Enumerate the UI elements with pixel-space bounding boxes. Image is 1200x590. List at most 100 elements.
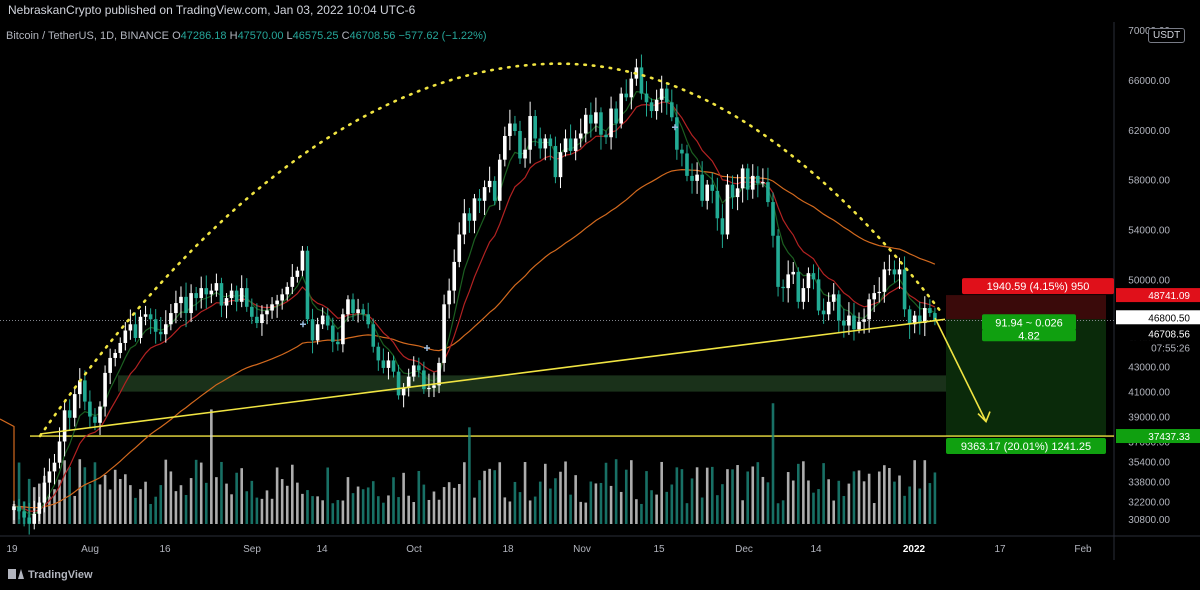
candle-body: [599, 112, 603, 135]
volume-bar: [377, 496, 380, 524]
x-tick-label: 2022: [903, 544, 926, 555]
projection-arrow-line: [934, 317, 987, 422]
candle-body: [260, 314, 264, 324]
candle-body: [644, 93, 649, 103]
stop-price-tag-box: [1116, 288, 1200, 303]
candle-body: [761, 182, 765, 184]
volume-bar: [690, 478, 694, 524]
volume-bar: [488, 468, 491, 524]
candle-body: [518, 131, 522, 159]
volume-bar: [908, 486, 911, 524]
candle-body: [462, 213, 467, 235]
candle-body: [619, 93, 623, 124]
volume-bar: [852, 471, 856, 524]
ratio-label-box: [982, 314, 1076, 331]
last-price-tag-box: [1116, 326, 1200, 341]
candle-body: [189, 293, 193, 314]
candle-body: [680, 149, 684, 154]
candle-body: [270, 304, 274, 311]
candle-body: [756, 175, 760, 184]
target-price-tag-box: [1116, 429, 1200, 444]
x-tick-label: Feb: [1074, 544, 1092, 555]
volume-bar: [225, 483, 228, 524]
countdown-tag: 07:55:26: [1151, 343, 1190, 354]
high-value: 47570.00: [237, 30, 284, 42]
volume-bar: [741, 500, 744, 524]
candle-body: [143, 314, 148, 317]
candle-body: [720, 218, 725, 235]
tradingview-logo[interactable]: TradingView: [8, 569, 93, 581]
candle-body: [22, 511, 26, 518]
volume-bar: [351, 493, 355, 524]
candle-body: [396, 371, 401, 396]
support-zone: [118, 375, 1000, 392]
volume-bar: [710, 466, 714, 524]
candle-body: [877, 291, 882, 294]
volume-bar: [27, 478, 31, 524]
close-key: C: [341, 30, 350, 42]
candle-body: [194, 293, 198, 299]
volume-bar: [579, 501, 583, 524]
target-price-tag: 37437.33: [1148, 432, 1190, 443]
volume-bar: [220, 461, 223, 524]
candle-body: [801, 288, 806, 302]
candle-body: [300, 250, 305, 271]
symbol-title: Bitcoin / TetherUS, 1D, BINANCE: [6, 30, 170, 42]
candle-body: [690, 175, 694, 181]
candle-body: [52, 462, 57, 472]
volume-bar: [159, 485, 163, 524]
volume-bar: [523, 462, 527, 524]
candle-body: [897, 269, 902, 275]
candle-body: [158, 331, 163, 335]
volume-bar: [432, 491, 436, 524]
volume-bar: [265, 490, 269, 524]
volume-bar: [427, 499, 431, 524]
chart-frame[interactable]: 1940.59 (4.15%) 950 91.94 ~ 0.026 4.82 9363…: [0, 22, 1200, 560]
candle-body: [533, 116, 537, 139]
candle-body: [917, 315, 922, 324]
rising-trendline: [39, 318, 946, 435]
candle-body: [285, 286, 290, 295]
candle-body: [214, 283, 219, 291]
candle-body: [771, 202, 775, 236]
volume-bar: [893, 481, 896, 524]
candle-body: [67, 410, 72, 418]
moving-average-orange: [0, 168, 936, 509]
volume-bar: [564, 461, 567, 524]
candle-body: [437, 362, 441, 386]
candle-body: [563, 138, 568, 153]
volume-bar: [311, 496, 314, 524]
candle-body: [594, 112, 598, 124]
candle-body: [477, 198, 482, 201]
volume-bar: [746, 471, 749, 524]
volume-bar: [776, 503, 780, 524]
volume-bar: [98, 484, 102, 524]
volume-bar: [559, 471, 562, 524]
tradingview-logo-icon: [8, 569, 24, 579]
candle-body: [371, 324, 376, 347]
volume-bar: [756, 462, 760, 524]
candle-body: [791, 271, 796, 275]
candle-body: [538, 138, 543, 149]
volume-bar: [807, 480, 810, 524]
candle-body: [265, 310, 269, 315]
candle-body: [295, 270, 300, 277]
candle-body: [346, 299, 350, 315]
candle-body: [548, 138, 553, 146]
candle-body: [72, 394, 77, 418]
candle-body: [842, 320, 846, 326]
candle-body: [320, 315, 325, 325]
volume-bar: [670, 484, 674, 524]
volume-bar: [447, 482, 451, 524]
volume-bar: [847, 483, 851, 524]
volume-bar: [751, 466, 755, 524]
candle-body: [624, 93, 629, 98]
candle-body: [457, 234, 462, 262]
volume-bar: [73, 495, 77, 524]
candle-body: [589, 114, 593, 124]
candle-body: [315, 324, 320, 341]
high-key: H: [229, 30, 238, 42]
currency-badge[interactable]: USDT: [1148, 28, 1186, 43]
volume-bar: [533, 496, 537, 524]
